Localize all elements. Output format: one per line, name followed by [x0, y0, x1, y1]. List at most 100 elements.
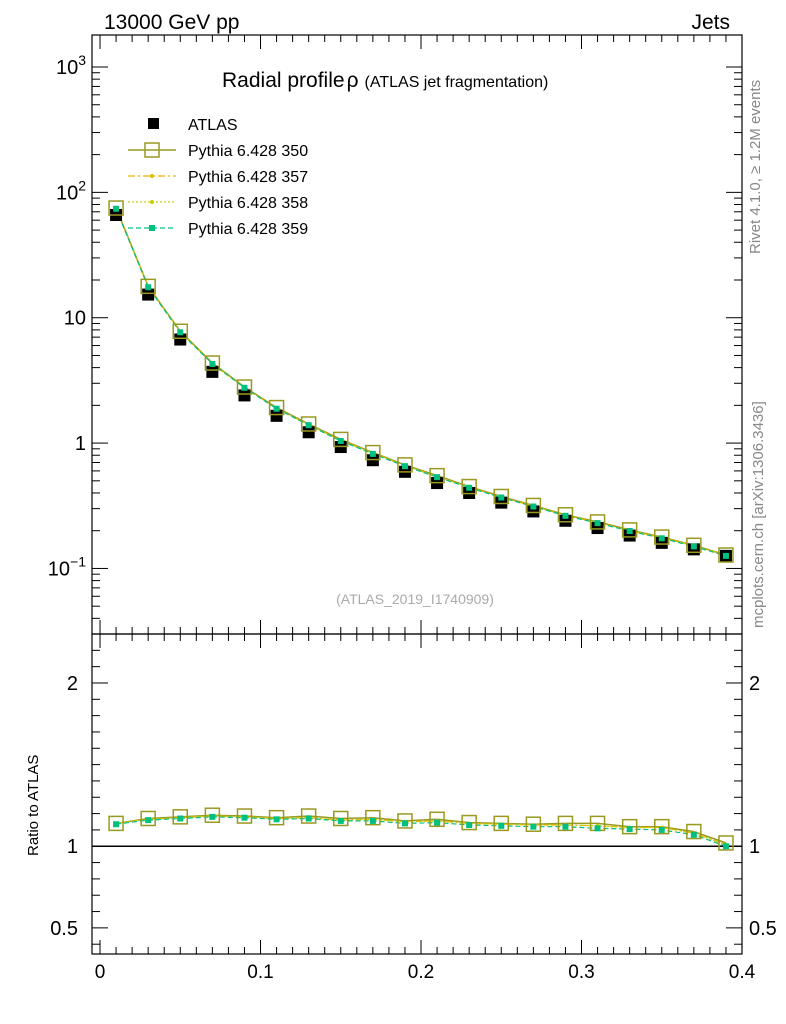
main-line	[115, 208, 727, 557]
ratio-point	[686, 823, 702, 840]
header-category: Jets	[691, 11, 730, 34]
main-point	[241, 384, 248, 391]
rivet-label: Rivet 4.1.0, ≥ 1.2M events	[747, 80, 764, 254]
main-point-atlas	[527, 505, 540, 518]
main-point	[594, 520, 601, 527]
ratio-point	[530, 823, 537, 830]
main-point	[589, 514, 606, 530]
y-tick-label: 103	[56, 52, 86, 79]
analysis-watermark: (ATLAS_2019_I1740909)	[336, 591, 494, 607]
y-tick-base: 10	[48, 558, 70, 580]
ratio-point	[273, 816, 280, 823]
main-point	[397, 457, 413, 473]
main-point	[557, 507, 574, 523]
main-point	[333, 431, 349, 448]
ratio-point	[204, 807, 221, 823]
legend-marker-358	[150, 200, 154, 204]
main-point-atlas	[238, 389, 251, 402]
header-energy: 13000 GeV pp	[104, 11, 239, 34]
x-tick-label: 0.1	[247, 962, 273, 983]
main-point	[113, 205, 120, 212]
main-point	[530, 503, 537, 510]
ratio-point	[461, 814, 477, 831]
ratio-point	[241, 814, 248, 821]
main-point	[236, 379, 253, 395]
legend-label-350: Pythia 6.428 350	[188, 143, 308, 160]
ratio-line	[116, 815, 727, 846]
mcplots-label: mcplots.cern.ch [arXiv:1306.3436]	[750, 401, 767, 628]
main-point	[140, 278, 156, 295]
main-point	[658, 535, 665, 542]
title-text: Radial profile	[222, 69, 345, 92]
main-point	[493, 488, 510, 505]
main-point	[401, 463, 408, 470]
legend-label-357: Pythia 6.428 357	[188, 169, 308, 186]
main-point-atlas	[206, 365, 219, 378]
main-point	[365, 444, 381, 461]
ratio-point	[626, 826, 633, 833]
ratio-point	[722, 843, 729, 850]
ratio-point	[690, 831, 697, 838]
ratio-axes: 0 0.1 0.2 0.3 0.4 0.5 0.5 1 1 2 2	[50, 634, 777, 983]
ratio-panel-frame	[91, 633, 743, 955]
legend-marker-357	[150, 174, 154, 178]
main-point	[145, 284, 152, 291]
x-tick-label: 0.3	[568, 962, 594, 983]
y-tick-exponent: 2	[78, 177, 86, 193]
ratio-point	[140, 810, 156, 827]
y-tick-label: 0.5	[50, 918, 78, 940]
main-point-atlas	[142, 288, 155, 301]
ratio-point	[434, 819, 441, 826]
ratio-point	[621, 818, 638, 835]
y-tick-base: 10	[56, 57, 78, 79]
main-point	[722, 552, 729, 559]
main-point	[562, 512, 569, 519]
ratio-point	[369, 817, 376, 824]
y-tick-exponent: 3	[78, 52, 86, 68]
title-symbol: ρ	[347, 69, 359, 92]
main-line	[115, 207, 727, 556]
ratio-point	[718, 835, 734, 851]
main-point	[690, 543, 697, 550]
ratio-line	[116, 816, 727, 847]
y-tick-exponent: −1	[70, 553, 86, 569]
ratio-point	[658, 826, 665, 833]
ratio-point	[172, 809, 189, 825]
ratio-point	[498, 822, 505, 829]
main-point-atlas	[270, 409, 283, 422]
main-point	[686, 537, 702, 554]
y-tick-label: 2	[67, 673, 78, 695]
main-line	[115, 208, 727, 556]
ratio-ylabel: Ratio to ATLAS	[25, 755, 42, 856]
main-series	[108, 200, 734, 563]
main-point	[466, 484, 473, 491]
main-point	[654, 529, 670, 545]
ratio-point	[594, 825, 601, 832]
x-tick-label: 0.4	[729, 962, 756, 983]
ratio-point	[466, 822, 473, 829]
main-point	[209, 360, 216, 367]
main-line	[115, 208, 727, 556]
legend: ATLAS Pythia 6.428 350 Pythia 6.428 357 …	[128, 117, 308, 238]
ratio-point	[236, 808, 253, 824]
main-point	[273, 405, 280, 412]
ratio-line	[115, 814, 727, 844]
legend-marker-atlas	[148, 118, 159, 129]
ratio-point	[557, 815, 574, 832]
y-tick-label: 1	[75, 433, 86, 455]
title-subtitle: (ATLAS jet fragmentation)	[365, 74, 549, 91]
ratio-series	[108, 807, 734, 851]
main-point	[498, 494, 505, 501]
y-tick-label: 10	[64, 308, 86, 330]
ratio-point	[268, 809, 285, 826]
ratio-point	[305, 815, 312, 822]
ratio-point	[209, 813, 216, 820]
main-point	[429, 467, 445, 484]
y-tick-label-right: 1	[749, 836, 760, 858]
legend-label-358: Pythia 6.428 358	[188, 195, 308, 212]
ratio-point	[108, 815, 124, 832]
main-point-atlas	[174, 333, 187, 346]
main-point	[305, 422, 312, 429]
